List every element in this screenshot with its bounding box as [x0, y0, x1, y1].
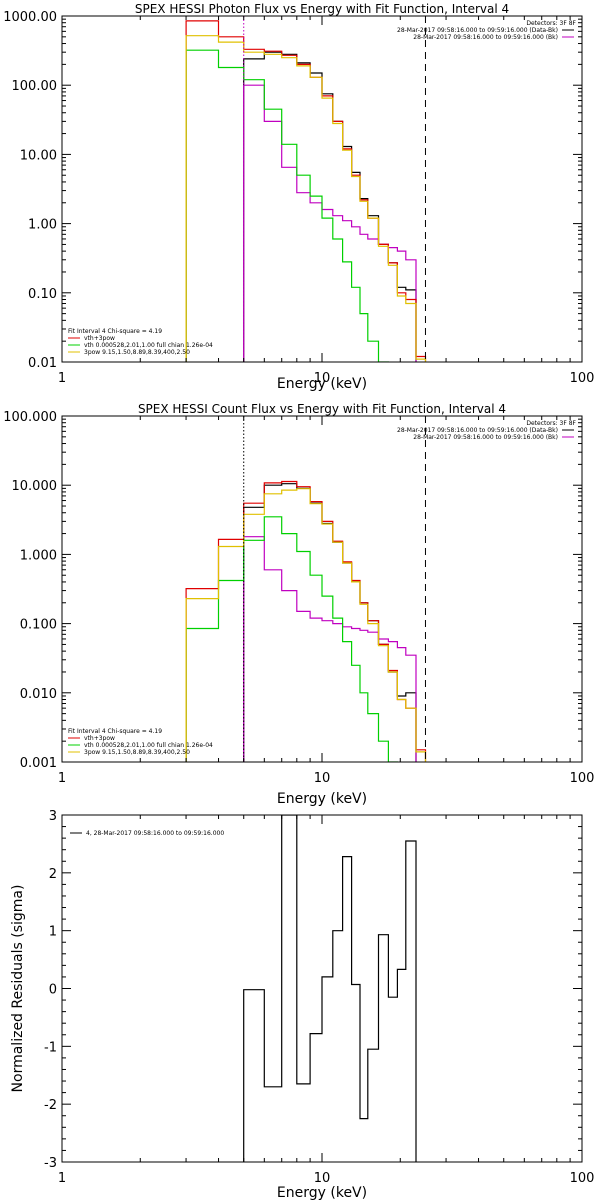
chart-title: SPEX HESSI Count Flux vs Energy with Fit… [138, 402, 506, 416]
legend-bottom-text: 3pow 9.15,1.50,8.89,8.39,400,2.50 [84, 349, 190, 356]
legend-top-text: Detectors: 3F 8F [526, 420, 576, 427]
legend-top-text: 28-Mar-2017 09:58:16.000 to 09:59:16.000… [397, 427, 558, 434]
series-2-step-line [243, 536, 417, 762]
plot-frame [61, 15, 583, 363]
series-5-step-line [185, 35, 427, 362]
x-axis-label: Energy (keV) [277, 376, 367, 392]
x-tick-label: 10 [314, 1171, 331, 1186]
series-5-step-line [185, 488, 427, 762]
x-tick-label: 100 [570, 1171, 595, 1186]
series-4-step-line [185, 49, 389, 362]
y-tick-label: 0.01 [28, 356, 57, 371]
plot-data [185, 480, 427, 762]
x-tick-label: 1 [58, 771, 66, 786]
y-tick-label: 1 [49, 925, 57, 940]
legend-bottom-text: 3pow 9.15,1.50,8.89,8.39,400,2.50 [84, 749, 190, 756]
y-tick-label: 0.100 [20, 618, 57, 633]
x-tick-label: 100 [570, 771, 595, 786]
legend-bottom-text: Fit Interval 4 Chi-square = 4.19 [68, 328, 162, 335]
legend-bottom-text: vth+3pow [84, 335, 115, 342]
series-1-step-line [243, 483, 417, 762]
y-tick-label: -1 [44, 1040, 57, 1055]
y-tick-label: 1.000 [20, 548, 57, 563]
series-1-step-line [243, 51, 417, 362]
y-tick-label: 1000.00 [3, 10, 57, 25]
y-tick-label: 0.001 [20, 756, 57, 771]
chart-panel-1: SPEX HESSI Photon Flux vs Energy with Fi… [3, 2, 594, 392]
x-axis-label: Energy (keV) [277, 1185, 367, 1200]
legend-top-text: Detectors: 3F 8F [526, 20, 576, 27]
y-tick-label: -2 [44, 1098, 57, 1113]
x-tick-label: 10 [314, 771, 331, 786]
chart-title: SPEX HESSI Photon Flux vs Energy with Fi… [135, 2, 509, 16]
series-4-step-line [185, 516, 398, 762]
plot-data [243, 815, 417, 1162]
legend-top-text: 28-Mar-2017 09:58:16.000 to 09:59:16.000… [413, 434, 558, 441]
legend-top-text: 4, 28-Mar-2017 09:58:16.000 to 09:59:16.… [86, 830, 224, 837]
x-axis-label: Energy (keV) [277, 791, 367, 807]
y-tick-label: -3 [44, 1156, 57, 1171]
series-1-step-line [243, 815, 417, 1162]
x-tick-label: 100 [570, 371, 595, 386]
y-axis-label: Normalized Residuals (sigma) [10, 885, 26, 1093]
y-tick-label: 0 [49, 983, 57, 998]
y-tick-label: 0.10 [28, 287, 57, 302]
legend-bottom-text: Fit Interval 4 Chi-square = 4.19 [68, 728, 162, 735]
legend-top-text: 28-Mar-2017 09:58:16.000 to 09:59:16.000… [397, 27, 558, 34]
x-tick-label: 1 [58, 1171, 66, 1186]
y-tick-label: 0.010 [20, 687, 57, 702]
legend-top-text: 28-Mar-2017 09:58:16.000 to 09:59:16.000… [413, 34, 558, 41]
legend-bottom-text: vth+3pow [84, 735, 115, 742]
y-tick-label: 100.000 [3, 410, 57, 425]
y-tick-label: 2 [49, 867, 57, 882]
x-tick-label: 10 [314, 371, 331, 386]
series-2-step-line [243, 84, 417, 362]
y-tick-label: 3 [49, 809, 57, 824]
y-tick-label: 1.00 [28, 218, 57, 233]
legend-bottom-text: vth 0.000528,2.01,1.00 full chian 1.26e-… [84, 742, 213, 749]
y-tick-label: 100.00 [12, 79, 58, 94]
x-tick-label: 1 [58, 371, 66, 386]
plot-data [185, 20, 427, 362]
y-tick-label: 10.000 [12, 479, 58, 494]
chart-panel-2: SPEX HESSI Count Flux vs Energy with Fit… [3, 402, 594, 807]
series-3-step-line [185, 480, 427, 762]
y-tick-label: 10.00 [20, 148, 57, 163]
legend-bottom-text: vth 0.000528,2.01,1.00 full chian 1.26e-… [84, 342, 213, 349]
chart-panel-3: 1 10 100 -3 -2 -1 0 1 2 3 Energy (keV) Normalized R… [10, 809, 594, 1200]
